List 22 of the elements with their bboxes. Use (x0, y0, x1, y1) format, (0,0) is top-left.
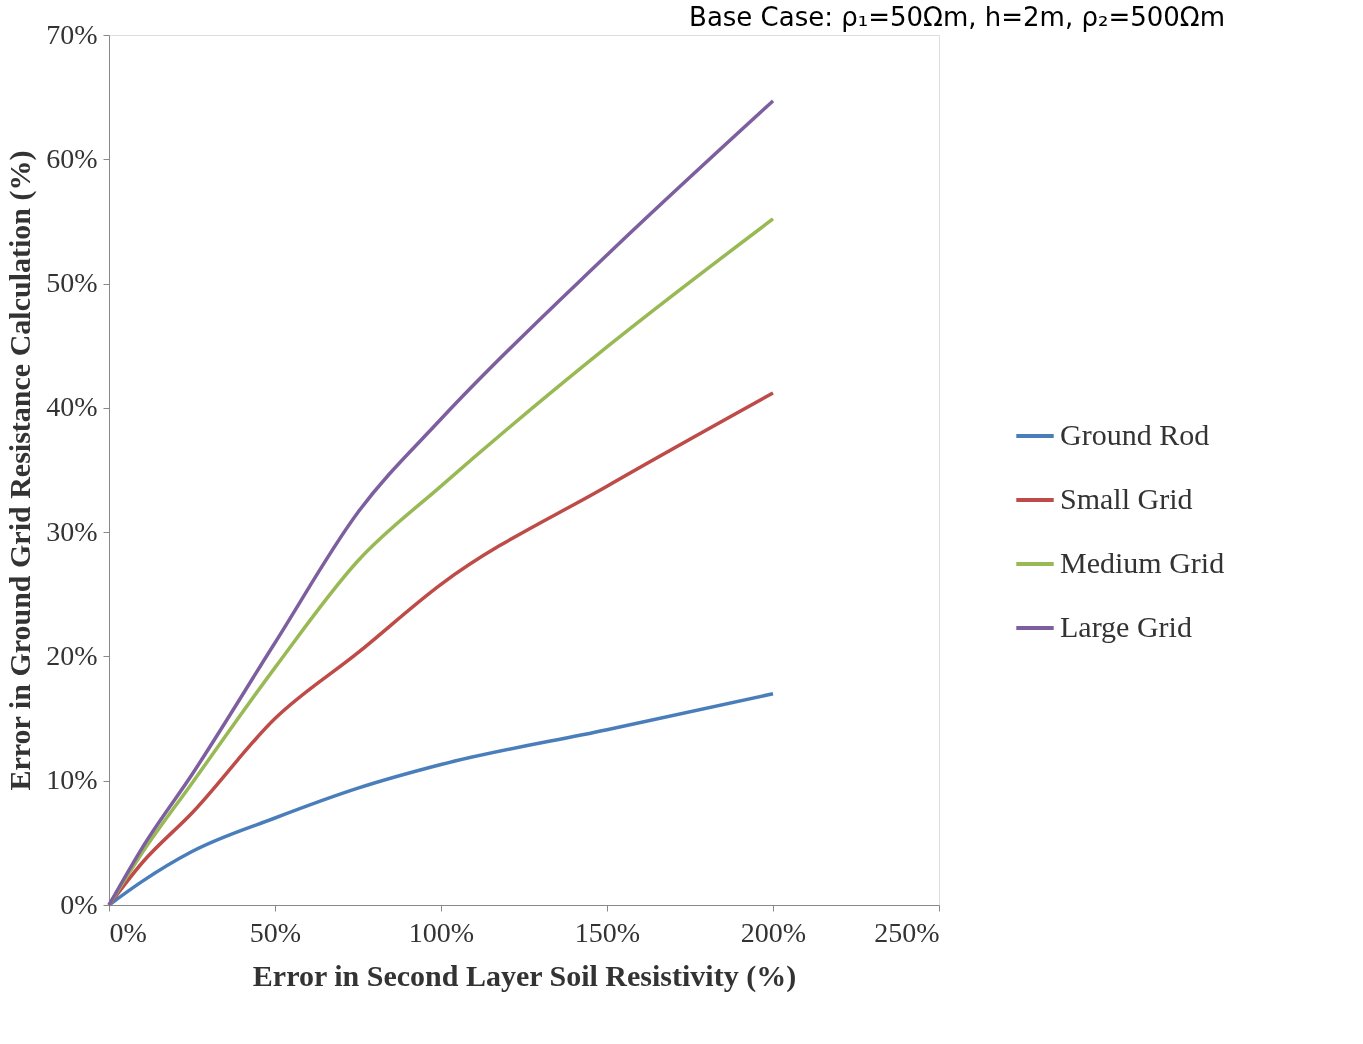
y-tick-label: 20% (46, 639, 98, 671)
x-tick-label: 100% (408, 916, 475, 948)
y-tick-label: 60% (46, 142, 98, 174)
y-tick-label: 70% (46, 18, 98, 50)
y-tick-label: 30% (46, 515, 98, 547)
legend-label: Ground Rod (1060, 418, 1210, 451)
line-series (107, 691, 775, 907)
x-tick-label: 200% (740, 916, 807, 948)
x-tick-label: 150% (574, 916, 641, 948)
legend-label: Medium Grid (1060, 546, 1225, 579)
y-tick-label: 50% (46, 267, 98, 299)
chart-title: Base Case: ρ₁=50Ωm, h=2m, ρ₂=500Ωm (689, 2, 1225, 32)
legend-label: Large Grid (1060, 610, 1192, 643)
x-tick-label: 50% (249, 916, 302, 948)
y-tick-label: 0% (60, 888, 98, 920)
legend-label: Small Grid (1060, 482, 1193, 515)
x-axis-title: Error in Second Layer Soil Resistivity (%) (252, 958, 797, 993)
y-axis-title: Error in Ground Grid Resistance Calculation (%) (3, 150, 38, 791)
x-tick-label: 250% (874, 916, 940, 948)
y-tick-label: 40% (46, 391, 98, 423)
y-tick-label: 10% (46, 764, 98, 796)
x-tick-label: 0% (109, 916, 147, 948)
